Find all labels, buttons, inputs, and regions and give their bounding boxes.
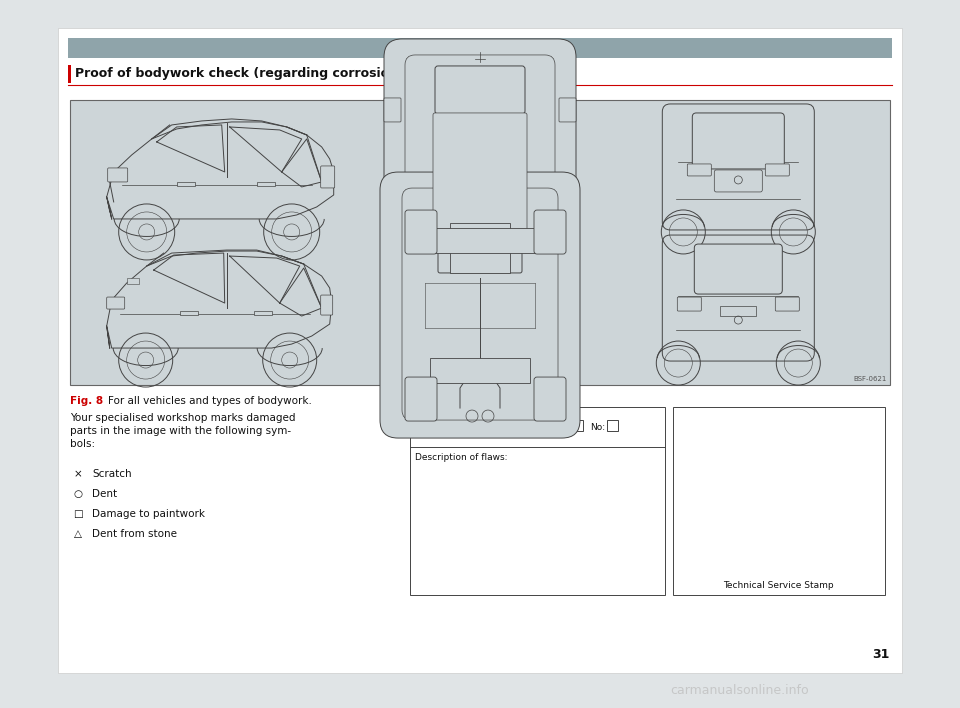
FancyBboxPatch shape (534, 210, 566, 254)
Text: Damage to paintwork: Damage to paintwork (92, 509, 205, 519)
Text: 31: 31 (873, 648, 890, 661)
Bar (673, 407, 885, 595)
Text: ○: ○ (74, 489, 83, 499)
FancyBboxPatch shape (405, 210, 437, 254)
Text: carmanualsonline.info: carmanualsonline.info (671, 683, 809, 697)
Text: Fig. 8: Fig. 8 (70, 396, 103, 406)
FancyBboxPatch shape (321, 295, 333, 315)
Bar (180, 311, 198, 315)
Bar (68, 65, 71, 83)
FancyBboxPatch shape (435, 66, 525, 114)
FancyBboxPatch shape (405, 377, 437, 421)
Bar (58, 28, 902, 673)
Text: □: □ (73, 509, 83, 519)
Bar (253, 311, 272, 315)
Text: Records: Records (459, 43, 501, 53)
Bar (256, 182, 275, 186)
Text: bols:: bols: (70, 439, 95, 449)
Bar (430, 358, 530, 383)
Bar (68, 38, 892, 58)
Bar (177, 182, 195, 186)
Text: △: △ (74, 529, 82, 539)
Text: Technical Service Stamp: Technical Service Stamp (724, 581, 834, 590)
Text: Have any flaws been detec-: Have any flaws been detec- (416, 415, 541, 424)
Text: ×: × (74, 469, 83, 479)
FancyBboxPatch shape (765, 164, 789, 176)
FancyBboxPatch shape (678, 297, 702, 311)
FancyBboxPatch shape (694, 244, 782, 294)
Text: Scratch: Scratch (92, 469, 132, 479)
Bar (127, 278, 138, 284)
FancyBboxPatch shape (321, 166, 335, 188)
Bar (425, 228, 535, 253)
Text: Description of flaws:: Description of flaws: (416, 453, 508, 462)
FancyBboxPatch shape (662, 235, 814, 361)
Bar (410, 407, 664, 595)
Text: parts in the image with the following sym-: parts in the image with the following sy… (70, 426, 291, 436)
Text: Your specialised workshop marks damaged: Your specialised workshop marks damaged (70, 413, 296, 423)
Bar (70, 100, 890, 385)
FancyBboxPatch shape (687, 164, 711, 176)
FancyBboxPatch shape (662, 104, 814, 230)
Text: Dent: Dent (92, 489, 117, 499)
FancyBboxPatch shape (559, 98, 576, 122)
FancyBboxPatch shape (402, 188, 558, 420)
FancyBboxPatch shape (405, 55, 555, 290)
Bar (607, 420, 618, 431)
Bar (720, 306, 756, 316)
FancyBboxPatch shape (714, 170, 762, 192)
FancyBboxPatch shape (384, 98, 401, 122)
FancyBboxPatch shape (534, 377, 566, 421)
FancyBboxPatch shape (776, 297, 800, 311)
Bar (572, 420, 583, 431)
Text: Yes:: Yes: (550, 423, 567, 431)
FancyBboxPatch shape (433, 113, 527, 237)
FancyBboxPatch shape (107, 297, 125, 309)
Text: No:: No: (590, 423, 605, 431)
Text: BSF-0621: BSF-0621 (853, 376, 887, 382)
FancyBboxPatch shape (380, 172, 580, 438)
FancyBboxPatch shape (692, 113, 784, 169)
FancyBboxPatch shape (384, 39, 576, 305)
Text: For all vehicles and types of bodywork.: For all vehicles and types of bodywork. (108, 396, 312, 406)
Text: ted?: ted? (416, 427, 435, 436)
FancyBboxPatch shape (108, 168, 128, 182)
Bar (450, 223, 510, 273)
Text: Proof of bodywork check (regarding corrosion): Proof of bodywork check (regarding corro… (75, 67, 404, 81)
Text: Dent from stone: Dent from stone (92, 529, 177, 539)
FancyBboxPatch shape (438, 237, 522, 273)
